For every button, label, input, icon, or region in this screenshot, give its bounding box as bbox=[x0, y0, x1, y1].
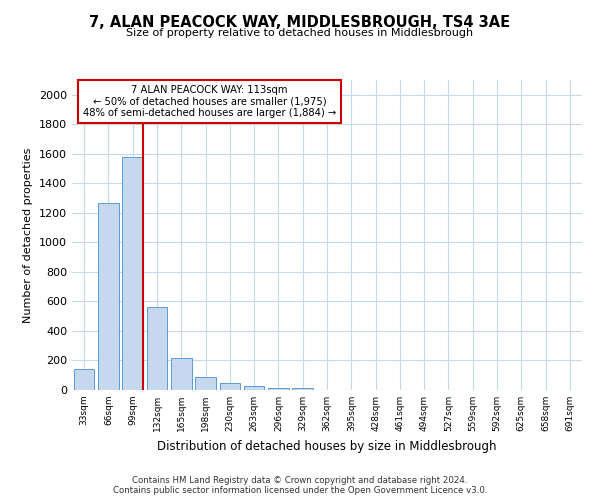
Bar bbox=[220, 384, 240, 390]
Bar bbox=[74, 370, 94, 390]
Bar bbox=[268, 388, 289, 390]
Bar bbox=[244, 386, 265, 390]
Text: 7 ALAN PEACOCK WAY: 113sqm
← 50% of detached houses are smaller (1,975)
48% of s: 7 ALAN PEACOCK WAY: 113sqm ← 50% of deta… bbox=[83, 84, 337, 118]
Y-axis label: Number of detached properties: Number of detached properties bbox=[23, 148, 34, 322]
Bar bbox=[146, 306, 167, 390]
Bar bbox=[171, 358, 191, 390]
Text: Size of property relative to detached houses in Middlesbrough: Size of property relative to detached ho… bbox=[127, 28, 473, 38]
Bar bbox=[98, 202, 119, 390]
X-axis label: Distribution of detached houses by size in Middlesbrough: Distribution of detached houses by size … bbox=[157, 440, 497, 452]
Bar bbox=[292, 388, 313, 390]
Text: 7, ALAN PEACOCK WAY, MIDDLESBROUGH, TS4 3AE: 7, ALAN PEACOCK WAY, MIDDLESBROUGH, TS4 … bbox=[89, 15, 511, 30]
Bar bbox=[195, 376, 216, 390]
Bar bbox=[122, 157, 143, 390]
Text: Contains HM Land Registry data © Crown copyright and database right 2024.
Contai: Contains HM Land Registry data © Crown c… bbox=[113, 476, 487, 495]
